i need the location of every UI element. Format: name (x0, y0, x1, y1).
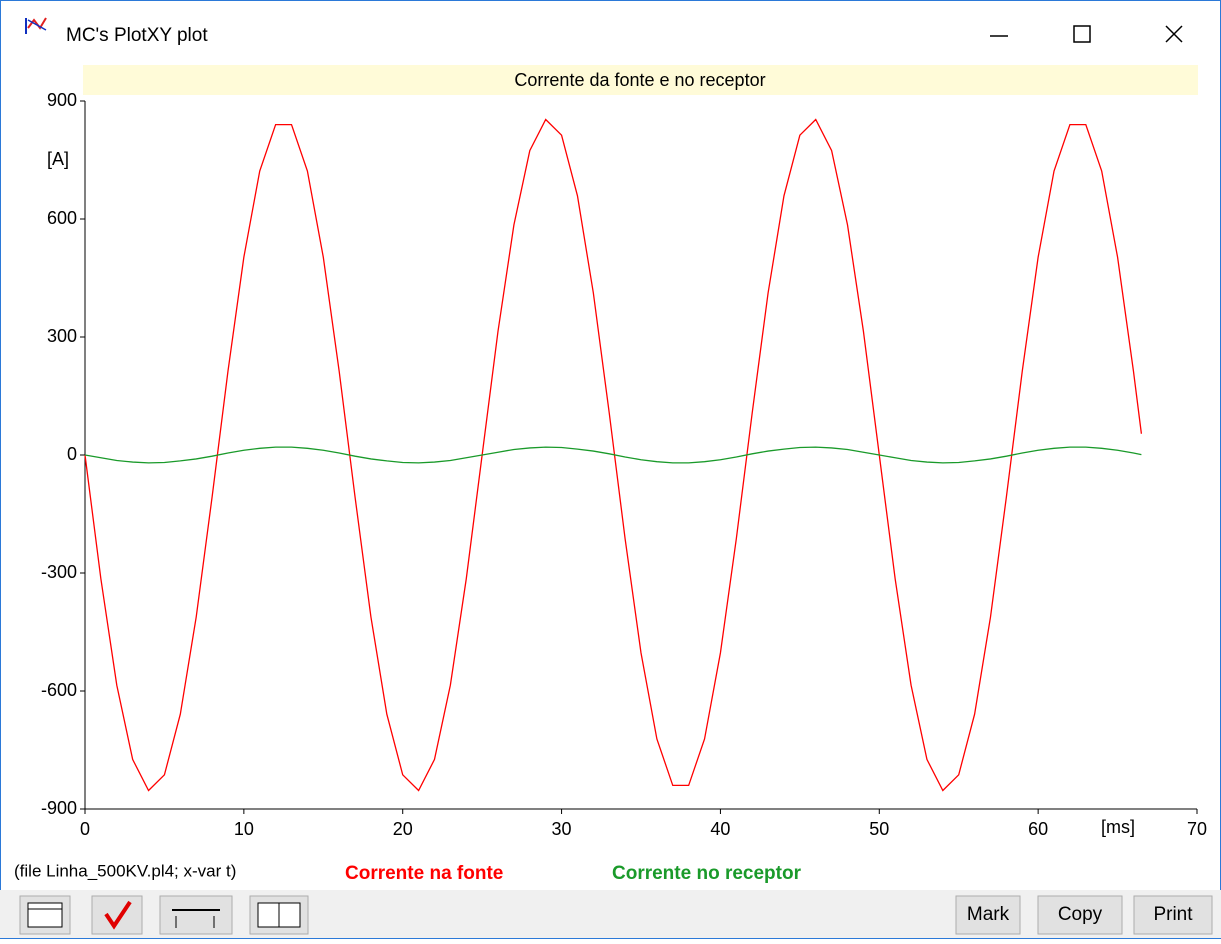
x-tick-label: 10 (234, 819, 254, 839)
y-tick-label: -600 (41, 680, 77, 700)
x-tick-label: 70 (1187, 819, 1207, 839)
legend-entry: Corrente no receptor (612, 863, 802, 884)
x-tick-label: 0 (80, 819, 90, 839)
x-axis-label: [ms] (1101, 817, 1135, 837)
y-axis-label: [A] (47, 149, 69, 169)
series-line (84, 446, 1142, 464)
app-icon (25, 17, 47, 34)
y-tick-label: 300 (47, 326, 77, 346)
file-info: (file Linha_500KV.pl4; x-var t) (14, 861, 236, 880)
x-tick-label: 30 (552, 819, 572, 839)
y-tick-label: 0 (67, 444, 77, 464)
y-tick-label: 900 (47, 90, 77, 110)
chart-title: Corrente da fonte e no receptor (514, 70, 765, 90)
x-tick-label: 60 (1028, 819, 1048, 839)
button[interactable] (1037, 895, 1123, 935)
toolbar-button[interactable] (19, 895, 71, 935)
series-line (84, 118, 1143, 792)
button-label[interactable]: Mark (967, 904, 1010, 925)
toolbar-button[interactable] (159, 895, 233, 935)
button-label[interactable]: Copy (1058, 904, 1103, 925)
button-label[interactable]: Print (1153, 904, 1193, 925)
x-tick-label: 20 (393, 819, 413, 839)
toolbar-button[interactable] (91, 895, 143, 935)
button[interactable] (1133, 895, 1213, 935)
y-tick-label: -300 (41, 562, 77, 582)
x-tick-label: 50 (869, 819, 889, 839)
window-title: MC's PlotXY plot (66, 25, 208, 46)
toolbar-button[interactable] (249, 895, 309, 935)
y-tick-label: -900 (41, 798, 77, 818)
button[interactable] (955, 895, 1021, 935)
legend-entry: Corrente na fonte (345, 863, 503, 884)
title-bar (83, 65, 1198, 95)
y-tick-label: 600 (47, 208, 77, 228)
x-tick-label: 40 (710, 819, 730, 839)
maximize-button[interactable] (1073, 25, 1091, 43)
close-button[interactable] (1165, 25, 1183, 43)
